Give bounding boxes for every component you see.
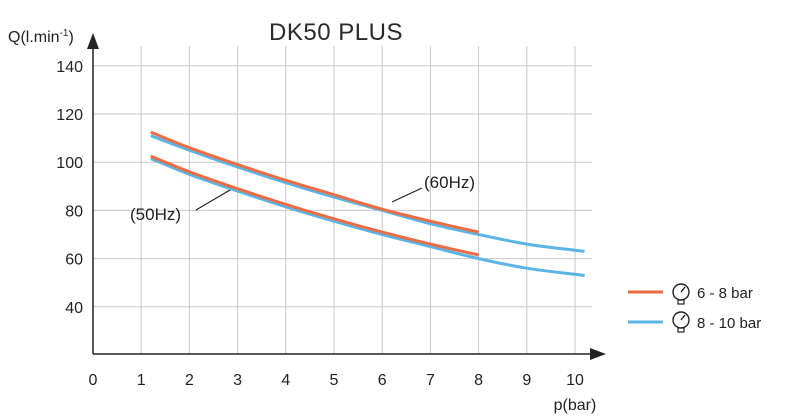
series-line-50hz-8-10-bar bbox=[150, 157, 585, 277]
y-tick-label: 60 bbox=[65, 252, 83, 269]
series-line-60hz-6-8-bar bbox=[150, 130, 479, 234]
chart-title: DK50 PLUS bbox=[269, 19, 403, 46]
x-tick-label: 2 bbox=[185, 372, 194, 389]
x-tick-label: 5 bbox=[330, 372, 339, 389]
legend-item-6-8-bar: 6 - 8 bar bbox=[628, 283, 753, 305]
x-tick-label: 8 bbox=[474, 372, 483, 389]
annotation-60hz-leader bbox=[391, 187, 423, 203]
x-tick-label: 3 bbox=[233, 372, 242, 389]
legend-label-8-10-bar: 8 - 10 bar bbox=[697, 315, 761, 332]
x-tick-label: 4 bbox=[281, 372, 290, 389]
x-axis-label: p(bar) bbox=[554, 397, 597, 414]
x-tick-label: 7 bbox=[426, 372, 435, 389]
series-line-50hz-6-8-bar bbox=[150, 154, 479, 257]
y-axis-label-main: Q(l.min bbox=[8, 29, 60, 46]
y-tick-labels: 40 60 80 100 120 140 bbox=[56, 59, 83, 317]
annotation-60hz: (60Hz) bbox=[424, 173, 475, 192]
pressure-gauge-icon bbox=[672, 283, 690, 305]
legend-label-6-8-bar: 6 - 8 bar bbox=[697, 285, 753, 302]
pressure-gauge-icon bbox=[672, 311, 690, 333]
y-axis-arrow-icon bbox=[87, 33, 99, 49]
x-tick-labels: 0 1 2 3 4 5 6 7 8 9 10 bbox=[89, 372, 584, 389]
y-tick-label: 40 bbox=[65, 300, 83, 317]
x-axis-arrow-icon bbox=[590, 348, 606, 360]
y-axis-label-superscript: -1 bbox=[60, 28, 69, 39]
y-tick-label: 120 bbox=[56, 107, 83, 124]
legend: 6 - 8 bar 8 - 10 bar bbox=[628, 283, 761, 333]
annotation-50hz-leader bbox=[195, 189, 231, 211]
y-axis-label: Q(l.min-1) bbox=[8, 28, 74, 46]
x-tick-label: 9 bbox=[522, 372, 531, 389]
x-tick-label: 1 bbox=[137, 372, 146, 389]
series bbox=[150, 130, 585, 277]
axes bbox=[87, 33, 606, 360]
y-tick-label: 80 bbox=[65, 203, 83, 220]
y-tick-label: 140 bbox=[56, 59, 83, 76]
x-tick-label: 10 bbox=[566, 372, 584, 389]
legend-item-8-10-bar: 8 - 10 bar bbox=[628, 311, 761, 333]
y-tick-label: 100 bbox=[56, 155, 83, 172]
y-axis-label-end: ) bbox=[68, 29, 73, 46]
annotation-50hz: (50Hz) bbox=[130, 205, 181, 224]
grid bbox=[93, 46, 592, 354]
x-tick-label: 6 bbox=[378, 372, 387, 389]
x-tick-label: 0 bbox=[89, 372, 98, 389]
series-line-60hz-8-10-bar bbox=[150, 134, 585, 253]
